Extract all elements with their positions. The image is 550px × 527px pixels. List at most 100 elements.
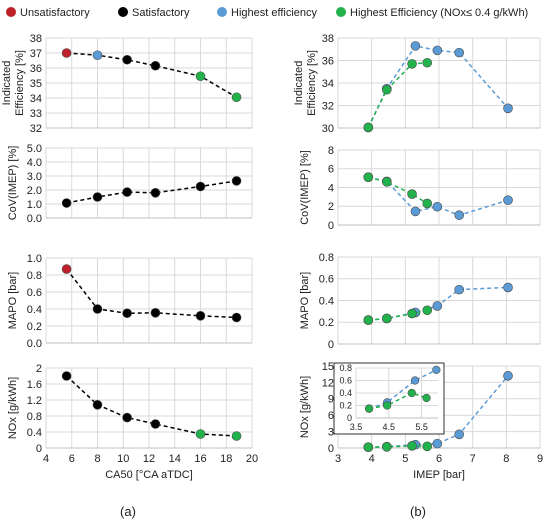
chart-a1-series-0-point-2 [122, 54, 132, 65]
chart-b2-series-1-point-3 [422, 198, 433, 209]
chart-b4-xtick-5: 8 [503, 453, 509, 465]
chart-b3-series-0-point-4 [454, 284, 465, 295]
chart-b1-series-1-point-2 [407, 59, 417, 69]
chart-b3-ylabel: MAPO [bar] [299, 272, 311, 329]
chart-a4-xtick-6: 16 [194, 453, 206, 465]
chart-a1-ytick-5: 37 [30, 48, 42, 60]
chart-a2-series-0-point-0 [61, 198, 72, 208]
chart-b4-xtick-0: 3 [335, 453, 341, 465]
chart-a3-ytick-5: 1.0 [27, 253, 42, 265]
chart-b4-xtick-6: 9 [537, 453, 543, 465]
chart-a4-xtick-7: 18 [220, 453, 232, 465]
chart-a2-series-0-point-3 [150, 188, 161, 198]
legend-label-0: Unsatisfactory [20, 7, 90, 19]
chart-a4-xtick-4: 12 [143, 453, 155, 465]
chart-b1-series-0-point-4 [454, 47, 465, 58]
legend: Unsatisfactory Satisfactory Highest effici… [6, 7, 528, 19]
chart-a4-series-0-point-3 [150, 419, 161, 429]
chart-a3-series-0-point-2 [122, 308, 132, 319]
chart-b3-ytick-4: 0.8 [319, 252, 334, 264]
chart-a4-ytick-3: 1.2 [27, 395, 42, 407]
chart-a1: 32 33 34 35 36 37 38 IndicatedEfficiency [%] [1, 33, 253, 135]
chart-a4-series-0-point-1 [92, 399, 103, 410]
panel-label-a: (a) [120, 504, 136, 519]
chart-a4-series-0-point-0 [61, 371, 72, 381]
chart-a2-series-0-point-1 [92, 192, 103, 202]
legend-label-1: Satisfactory [132, 7, 190, 19]
legend-marker-1 [118, 7, 128, 17]
chart-a2-ytick-1: 1.0 [27, 199, 42, 211]
chart-b3-ytick-0: 0 [328, 339, 334, 351]
chart-a3: 0.0 0.2 0.4 0.6 0.8 1.0 MAPO [bar] [7, 253, 253, 350]
chart-a2-ytick-0: 0.0 [27, 213, 42, 225]
chart-b4-series-1-point-1 [382, 442, 392, 452]
chart-b4-inset-xtick-2: 5.5 [415, 422, 428, 432]
chart-b4-xtick-4: 7 [470, 453, 476, 465]
chart-b4-inset-xtick-0: 3.5 [350, 422, 363, 432]
chart-b4-inset-xtick-1: 4.5 [383, 422, 396, 432]
chart-b4-ytick-0: 0 [328, 443, 334, 455]
chart-a1-ytick-0: 32 [30, 123, 42, 135]
chart-b2-series-0-point-4 [454, 210, 465, 220]
chart-b4-series-0-point-4 [454, 429, 465, 440]
chart-b2-ylabel: CoV(IMEP) [%] [299, 150, 311, 225]
chart-a4-xtick-8: 20 [246, 453, 258, 465]
chart-b1-ytick-0: 30 [322, 123, 334, 135]
chart-a3-ytick-4: 0.8 [27, 270, 42, 282]
chart-b4-inset-series-1-line [368, 392, 427, 410]
chart-b1-series-0-point-3 [432, 45, 443, 56]
chart-b1-series-1-point-3 [422, 57, 433, 68]
chart-b4-series-1-line [368, 445, 428, 448]
chart-b3-series-1-point-1 [382, 313, 392, 324]
chart-b2-series-1-point-2 [407, 189, 417, 199]
chart-b1-ylabel-line2: Efficiency [%] [306, 50, 318, 116]
legend-marker-3 [336, 7, 346, 17]
chart-a1-ytick-6: 38 [30, 33, 42, 45]
chart-a4-xtick-2: 8 [94, 453, 100, 465]
chart-a1-series-0-point-5 [231, 92, 242, 103]
chart-b3-ytick-1: 0.2 [319, 317, 334, 329]
chart-a1-ylabel-line2: Efficiency [%] [14, 50, 26, 116]
chart-b4-inset: 0 0.2 0.4 0.6 0.8 3.5 4.5 5.5 [333, 362, 445, 435]
chart-b3: 0 0.2 0.4 0.6 0.8 MAPO [bar] [299, 252, 541, 351]
chart-a1-ytick-3: 35 [30, 78, 42, 90]
chart-a1-series-0-point-0 [61, 48, 72, 58]
chart-a4-series-0-line [66, 375, 237, 437]
chart-a3-ytick-3: 0.6 [27, 287, 42, 299]
legend-label-3: Highest Efficiency (NOx≤ 0.4 g/kWh) [350, 7, 528, 19]
legend-label-2: Highest efficiency [231, 7, 318, 19]
chart-b3-series-0-point-3 [432, 301, 443, 311]
chart-a3-series-0-point-0 [61, 264, 72, 274]
chart-a3-series-0-point-5 [231, 312, 242, 323]
legend-marker-0 [6, 7, 16, 17]
chart-a2-ytick-3: 3.0 [27, 171, 42, 183]
chart-b3-ytick-3: 0.6 [319, 274, 334, 286]
chart-b1-ylabel-line1: Indicated [293, 61, 305, 106]
chart-b4-xtick-2: 5 [402, 453, 408, 465]
chart-a4-xlabel: CA50 [°CA aTDC] [105, 469, 193, 481]
chart-a4-series-0-point-5 [231, 431, 242, 441]
chart-b4-ytick-3: 9 [328, 394, 334, 406]
chart-b2-series-1-point-1 [382, 177, 392, 187]
chart-a1-series-0-point-1 [92, 50, 103, 61]
chart-a2-series-0-point-2 [122, 187, 132, 197]
chart-b4-inset-series-0-point-2 [410, 376, 420, 385]
chart-a4-xtick-1: 6 [69, 453, 75, 465]
chart-a3-series-0-point-3 [150, 308, 161, 318]
chart-b2-series-1-line [368, 176, 428, 205]
chart-a3-ytick-2: 0.4 [27, 304, 42, 316]
chart-b4-inset-ytick-4: 0.8 [339, 363, 352, 373]
chart-b2-series-0-point-5 [503, 195, 513, 205]
chart-a1-ytick-2: 34 [30, 93, 42, 105]
chart-b4-inset-series-1-point-0 [365, 404, 374, 413]
chart-b2-ytick-2: 4 [328, 182, 334, 194]
chart-b1-ytick-4: 38 [322, 33, 334, 45]
chart-a3-ytick-1: 0.2 [27, 321, 42, 333]
chart-b4-xtick-1: 4 [369, 453, 375, 465]
chart-b4-series-1-point-2 [407, 441, 417, 451]
chart-a4-xtick-3: 10 [117, 453, 129, 465]
chart-a4-ytick-5: 2 [36, 363, 42, 375]
chart-a1-series-0-point-4 [195, 71, 206, 82]
